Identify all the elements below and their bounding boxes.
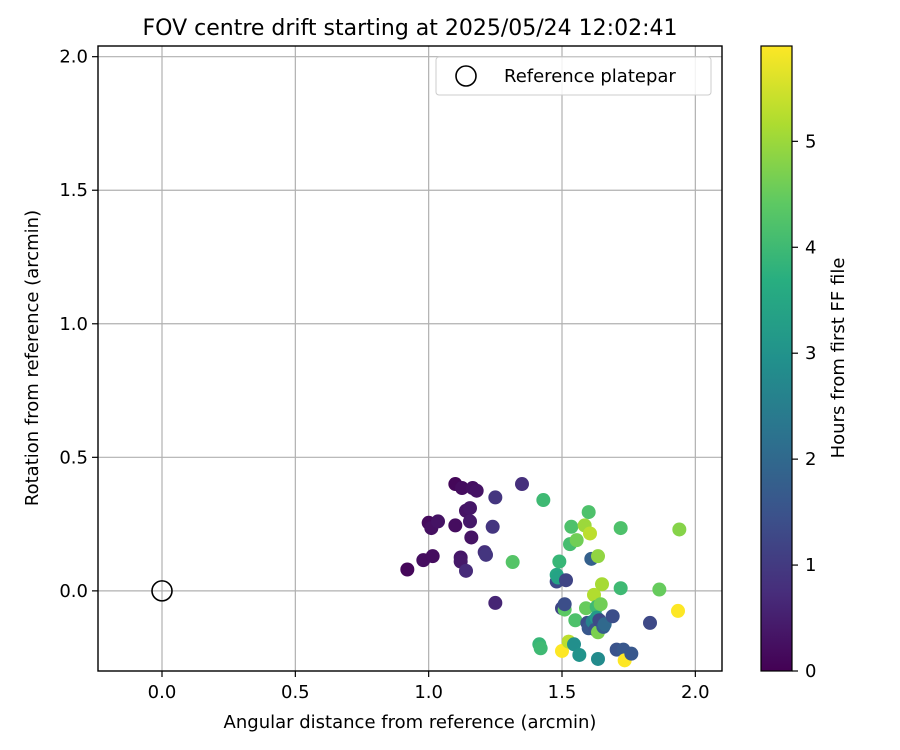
colorbar-tick-label: 1 <box>805 555 816 576</box>
data-point <box>463 514 477 529</box>
y-axis-ticks: 0.0 0.5 1.0 1.5 2.0 <box>59 47 98 602</box>
data-point <box>431 514 445 529</box>
data-point <box>559 573 573 588</box>
y-tick-label: 0.5 <box>59 447 88 468</box>
x-axis-label: Angular distance from reference (arcmin) <box>224 712 597 733</box>
data-point <box>581 505 596 520</box>
data-point <box>595 577 609 592</box>
x-axis-ticks: 0.0 0.5 1.0 1.5 2.0 <box>148 671 710 703</box>
legend-reference-marker <box>455 65 477 87</box>
x-tick-label: 1.0 <box>414 682 443 703</box>
data-point <box>488 595 503 610</box>
data-point <box>479 547 493 562</box>
data-point <box>552 554 567 569</box>
data-point <box>572 647 587 662</box>
colorbar-label: Hours from first FF file <box>828 258 849 459</box>
x-tick-label: 0.5 <box>281 682 310 703</box>
data-point <box>624 646 639 661</box>
legend-box <box>435 56 712 96</box>
y-tick-label: 1.0 <box>59 314 88 335</box>
data-point <box>464 530 479 545</box>
colorbar-ticks: 0 1 2 3 4 5 <box>792 131 816 682</box>
y-axis-label: Rotation from reference (arcmin) <box>22 210 43 506</box>
data-point <box>536 493 551 508</box>
data-point <box>455 481 469 496</box>
data-point <box>593 597 608 612</box>
colorbar-tick-label: 5 <box>805 131 816 152</box>
plot-frame <box>97 45 723 672</box>
data-point <box>448 518 463 533</box>
data-point <box>591 651 605 666</box>
colorbar-tick-label: 4 <box>805 237 816 258</box>
data-point <box>652 582 667 597</box>
data-point <box>672 522 687 537</box>
colorbar-tick-label: 3 <box>805 343 816 364</box>
data-point <box>605 609 620 624</box>
y-tick-label: 2.0 <box>59 47 88 68</box>
colorbar-tick-label: 0 <box>805 661 816 682</box>
data-point <box>569 533 584 548</box>
data-point <box>671 603 685 618</box>
data-point <box>469 483 484 498</box>
chart-title: FOV centre drift starting at 2025/05/24 … <box>143 16 678 41</box>
data-point <box>643 615 657 630</box>
data-point <box>463 501 477 516</box>
data-point <box>505 555 520 570</box>
data-point <box>400 562 415 577</box>
y-tick-label: 1.5 <box>59 180 88 201</box>
data-point <box>591 549 605 564</box>
colorbar-tick-label: 2 <box>805 449 816 470</box>
data-point <box>515 477 529 492</box>
legend-reference-label: Reference platepar <box>504 66 676 87</box>
data-point <box>533 641 548 656</box>
data-point <box>583 526 597 541</box>
data-point <box>459 563 473 578</box>
data-point <box>485 519 500 534</box>
grid <box>98 46 722 671</box>
data-point <box>564 519 579 534</box>
data-point <box>568 613 583 628</box>
reference-marker-group <box>151 580 173 602</box>
data-point <box>567 637 581 652</box>
data-point <box>613 581 628 596</box>
x-tick-label: 1.5 <box>548 682 577 703</box>
x-tick-label: 0.0 <box>148 682 177 703</box>
colorbar: 0 1 2 3 4 5 Hours from first FF file <box>760 45 849 682</box>
data-points <box>400 477 687 668</box>
colorbar-gradient <box>760 45 793 672</box>
data-point <box>488 490 503 505</box>
data-point <box>557 597 572 612</box>
y-tick-label: 0.0 <box>59 581 88 602</box>
x-tick-label: 2.0 <box>681 682 710 703</box>
reference-marker <box>151 580 173 602</box>
data-point <box>613 521 628 536</box>
data-point <box>579 601 593 616</box>
data-point <box>425 549 440 564</box>
legend: Reference platepar <box>435 56 712 96</box>
